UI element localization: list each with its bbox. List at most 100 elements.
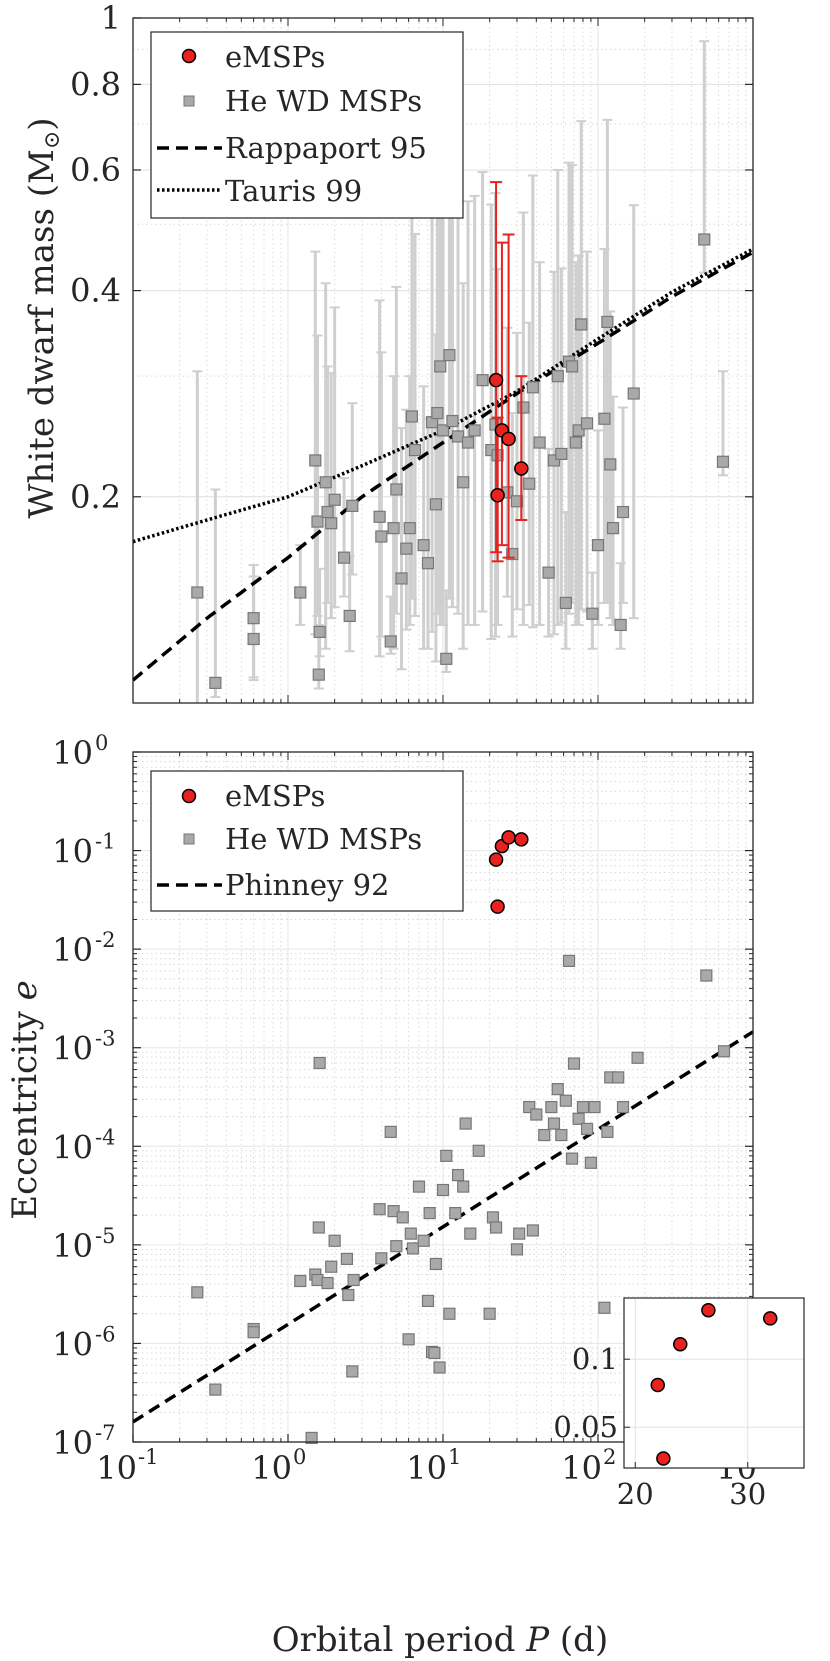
y-tick-exponent: -3 [95,1027,115,1051]
emsp-point [490,488,505,503]
he-wd-point [483,1307,496,1320]
he-wd-point [510,495,524,508]
he-wd-point [513,1227,526,1240]
he-wd-point [421,1294,435,1308]
he-wd-point [375,1252,388,1265]
he-wd-point [631,1051,644,1064]
he-wd-point [408,443,422,457]
he-wd-point [523,477,536,490]
x-tick-label: 10 [406,1449,447,1487]
he-wd-point [569,436,582,449]
he-wd-point [612,1071,625,1084]
legend-marker-emsps [181,48,197,64]
he-wd-point [559,596,572,610]
he-wd-point [606,522,620,535]
x-tick-exponent: 0 [293,1445,306,1469]
emsp-point [514,832,529,847]
he-wd-point [440,1149,453,1162]
he-wd-point [472,1144,485,1157]
he-wd-point [567,1057,581,1070]
he-wd-point [451,1169,465,1182]
emsp-point [488,372,504,388]
he-wd-point [446,414,459,428]
he-wd-point [555,447,568,461]
he-wd-point [294,586,307,599]
he-wd-point [321,505,334,519]
he-wd-point [325,517,338,530]
inset-frame [623,1297,805,1469]
he-wd-point [572,424,585,437]
he-wd-point [309,454,322,467]
he-wd-point [598,412,611,425]
y-tick-label: 0.2 [70,478,121,516]
he-wd-point [346,499,359,512]
legend-label-he-wd: He WD MSPs [225,84,422,118]
he-wd-point [461,436,475,449]
he-wd-point [433,1361,446,1374]
emsp-point [501,431,516,447]
he-wd-point [373,1203,386,1216]
he-wd-point [340,1252,354,1266]
he-wd-point [565,1152,579,1165]
he-wd-point [209,1383,222,1396]
he-wd-point [580,1122,594,1136]
he-wd-point [576,1100,590,1114]
he-wd-point [616,505,630,519]
he-wd-point [305,1431,318,1445]
legend-marker-he-wd [183,95,195,107]
he-wd-point [464,1227,477,1240]
he-wd-point [538,1128,551,1142]
x-axis-label: Orbital period P (d) [272,1620,608,1660]
he-wd-point [555,1128,568,1142]
he-wd-point [404,1227,417,1240]
y-tick-label: 10 [52,931,93,969]
legend-marker-he-wd [183,833,195,845]
he-wd-point [517,401,530,414]
mass-y-label-close: ) [22,117,62,130]
y-tick-label: 10 [52,1325,93,1363]
he-wd-point [551,370,564,383]
he-wd-point [449,1206,462,1220]
x-label-unit: (d) [560,1620,608,1660]
he-wd-point [545,1100,558,1114]
he-wd-point [375,530,388,543]
he-wd-point [601,1125,614,1138]
mass-y-label-text: White dwarf mass (M [22,149,62,518]
ecc-legend: eMSPs He WD MSPs Phinney 92 [150,770,464,912]
he-wd-point [565,360,579,373]
he-wd-point [247,612,260,625]
he-wd-point [451,430,465,443]
phinney-92-line [132,1030,754,1424]
he-wd-point [700,969,713,982]
he-wd-point [459,1117,472,1130]
he-wd-point [506,547,519,561]
he-wd-point [526,1224,539,1237]
ecc-y-axis-label: Eccentricity e [5,980,45,1219]
he-wd-point [311,515,324,528]
inset-grid [624,1298,804,1468]
inset-emsp-point [701,1302,716,1318]
he-wd-point [417,539,430,552]
he-wd-point [627,387,640,400]
he-wd-point [312,668,325,681]
y-tick-exponent: -1 [95,830,115,854]
he-wd-point [526,381,539,394]
he-wd-point [294,1274,307,1288]
x-tick-exponent: 1 [448,1445,461,1469]
he-wd-point [343,609,356,623]
he-wd-point [313,1056,326,1070]
he-wd-point [601,315,614,329]
x-tick-exponent: -1 [138,1445,158,1469]
he-wd-point [373,510,386,523]
he-wd-point [325,1260,338,1273]
he-wd-point [562,954,576,967]
y-tick-label: 10 [52,1227,93,1265]
he-wd-point [337,551,351,564]
y-tick-exponent: -5 [95,1224,115,1248]
he-wd-point [402,1333,415,1346]
y-tick-exponent: 0 [95,731,108,755]
eccentricity-panel: 10 -710 -610 -510 -410 -310 -210 -110 010 -1 10 0 10… [5,731,805,1511]
he-wd-point [547,454,561,467]
y-tick-exponent: -7 [95,1421,115,1445]
y-tick-label: 0.6 [70,151,121,189]
